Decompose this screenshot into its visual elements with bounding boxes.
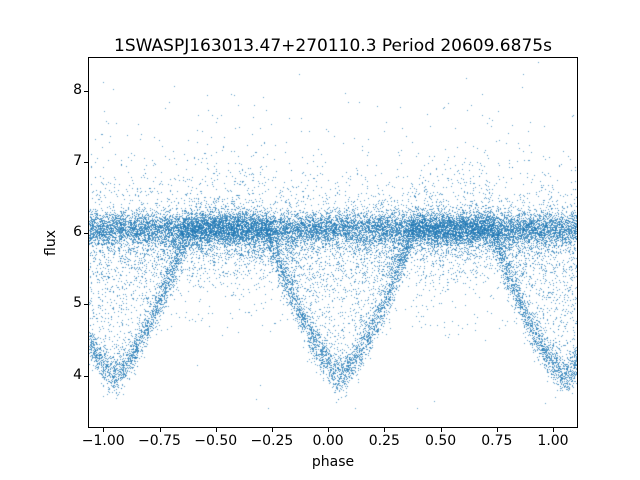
- x-tick-mark: [328, 428, 330, 432]
- chart-title: 1SWASPJ163013.47+270110.3 Period 20609.6…: [114, 36, 552, 56]
- x-tick-mark: [103, 428, 105, 432]
- x-tick-label: 0.00: [312, 433, 344, 449]
- x-tick-label: −0.50: [194, 433, 238, 449]
- y-axis-label: flux: [43, 230, 59, 256]
- x-tick-label: 1.00: [537, 433, 569, 449]
- x-tick-mark: [553, 428, 554, 432]
- y-tick-mark: [84, 233, 88, 235]
- y-tick-label: 8: [73, 82, 82, 99]
- y-tick-mark: [84, 304, 88, 306]
- x-tick-mark: [271, 428, 273, 432]
- x-tick-label: −0.25: [250, 433, 294, 449]
- y-tick-label: 6: [73, 224, 82, 241]
- x-tick-mark: [384, 428, 386, 432]
- y-tick-label: 7: [73, 153, 82, 170]
- scatter-plot-canvas: [89, 58, 577, 427]
- x-tick-label: 0.25: [368, 433, 400, 449]
- y-tick-label: 5: [73, 295, 82, 312]
- x-axis-label: phase: [311, 454, 355, 470]
- x-tick-mark: [215, 428, 217, 432]
- x-tick-mark: [440, 428, 442, 432]
- x-tick-label: 0.75: [481, 433, 513, 449]
- x-tick-label: −1.00: [81, 433, 125, 449]
- x-tick-mark: [159, 428, 161, 432]
- y-tick-mark: [84, 375, 88, 377]
- y-tick-mark: [84, 90, 88, 92]
- x-tick-label: −0.75: [138, 433, 181, 449]
- y-tick-label: 4: [73, 366, 82, 383]
- x-tick-label: 0.50: [425, 433, 457, 449]
- x-tick-mark: [496, 428, 498, 432]
- y-tick-mark: [84, 162, 88, 164]
